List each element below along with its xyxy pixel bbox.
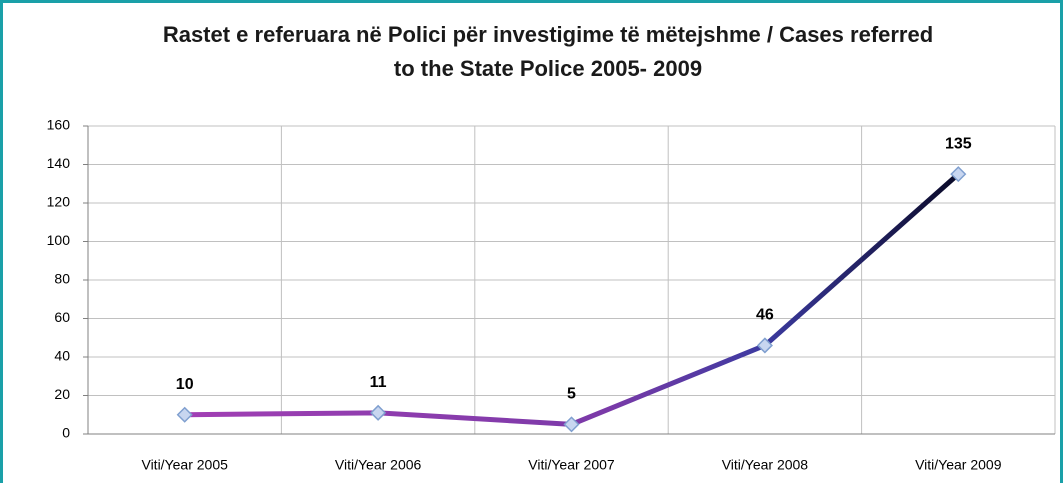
marker — [756, 337, 773, 354]
data-label: 10 — [176, 376, 194, 393]
y-tick-label: 120 — [47, 194, 71, 210]
y-tick-label: 0 — [62, 425, 70, 441]
y-tick-label: 60 — [54, 309, 70, 325]
y-tick-label: 140 — [47, 155, 71, 171]
y-tick-label: 100 — [47, 232, 71, 248]
data-label: 5 — [567, 386, 576, 403]
marker — [370, 404, 387, 421]
data-label: 135 — [945, 135, 972, 152]
y-tick-label: 80 — [54, 271, 70, 287]
chart-title: Rastet e referuara në Polici për investi… — [163, 22, 933, 47]
data-label: 11 — [370, 374, 387, 391]
x-tick-label: Viti/Year 2007 — [528, 457, 615, 473]
x-tick-label: Viti/Year 2008 — [722, 457, 809, 473]
x-tick-label: Viti/Year 2006 — [335, 457, 422, 473]
marker — [563, 416, 580, 433]
marker — [176, 406, 193, 423]
y-tick-label: 20 — [54, 386, 70, 402]
data-label: 46 — [756, 307, 774, 324]
y-tick-label: 40 — [54, 348, 70, 364]
marker — [950, 166, 967, 183]
x-tick-label: Viti/Year 2009 — [915, 457, 1002, 473]
y-tick-label: 160 — [47, 117, 71, 133]
chart-title: to the State Police 2005- 2009 — [394, 56, 702, 81]
x-tick-label: Viti/Year 2005 — [141, 457, 228, 473]
